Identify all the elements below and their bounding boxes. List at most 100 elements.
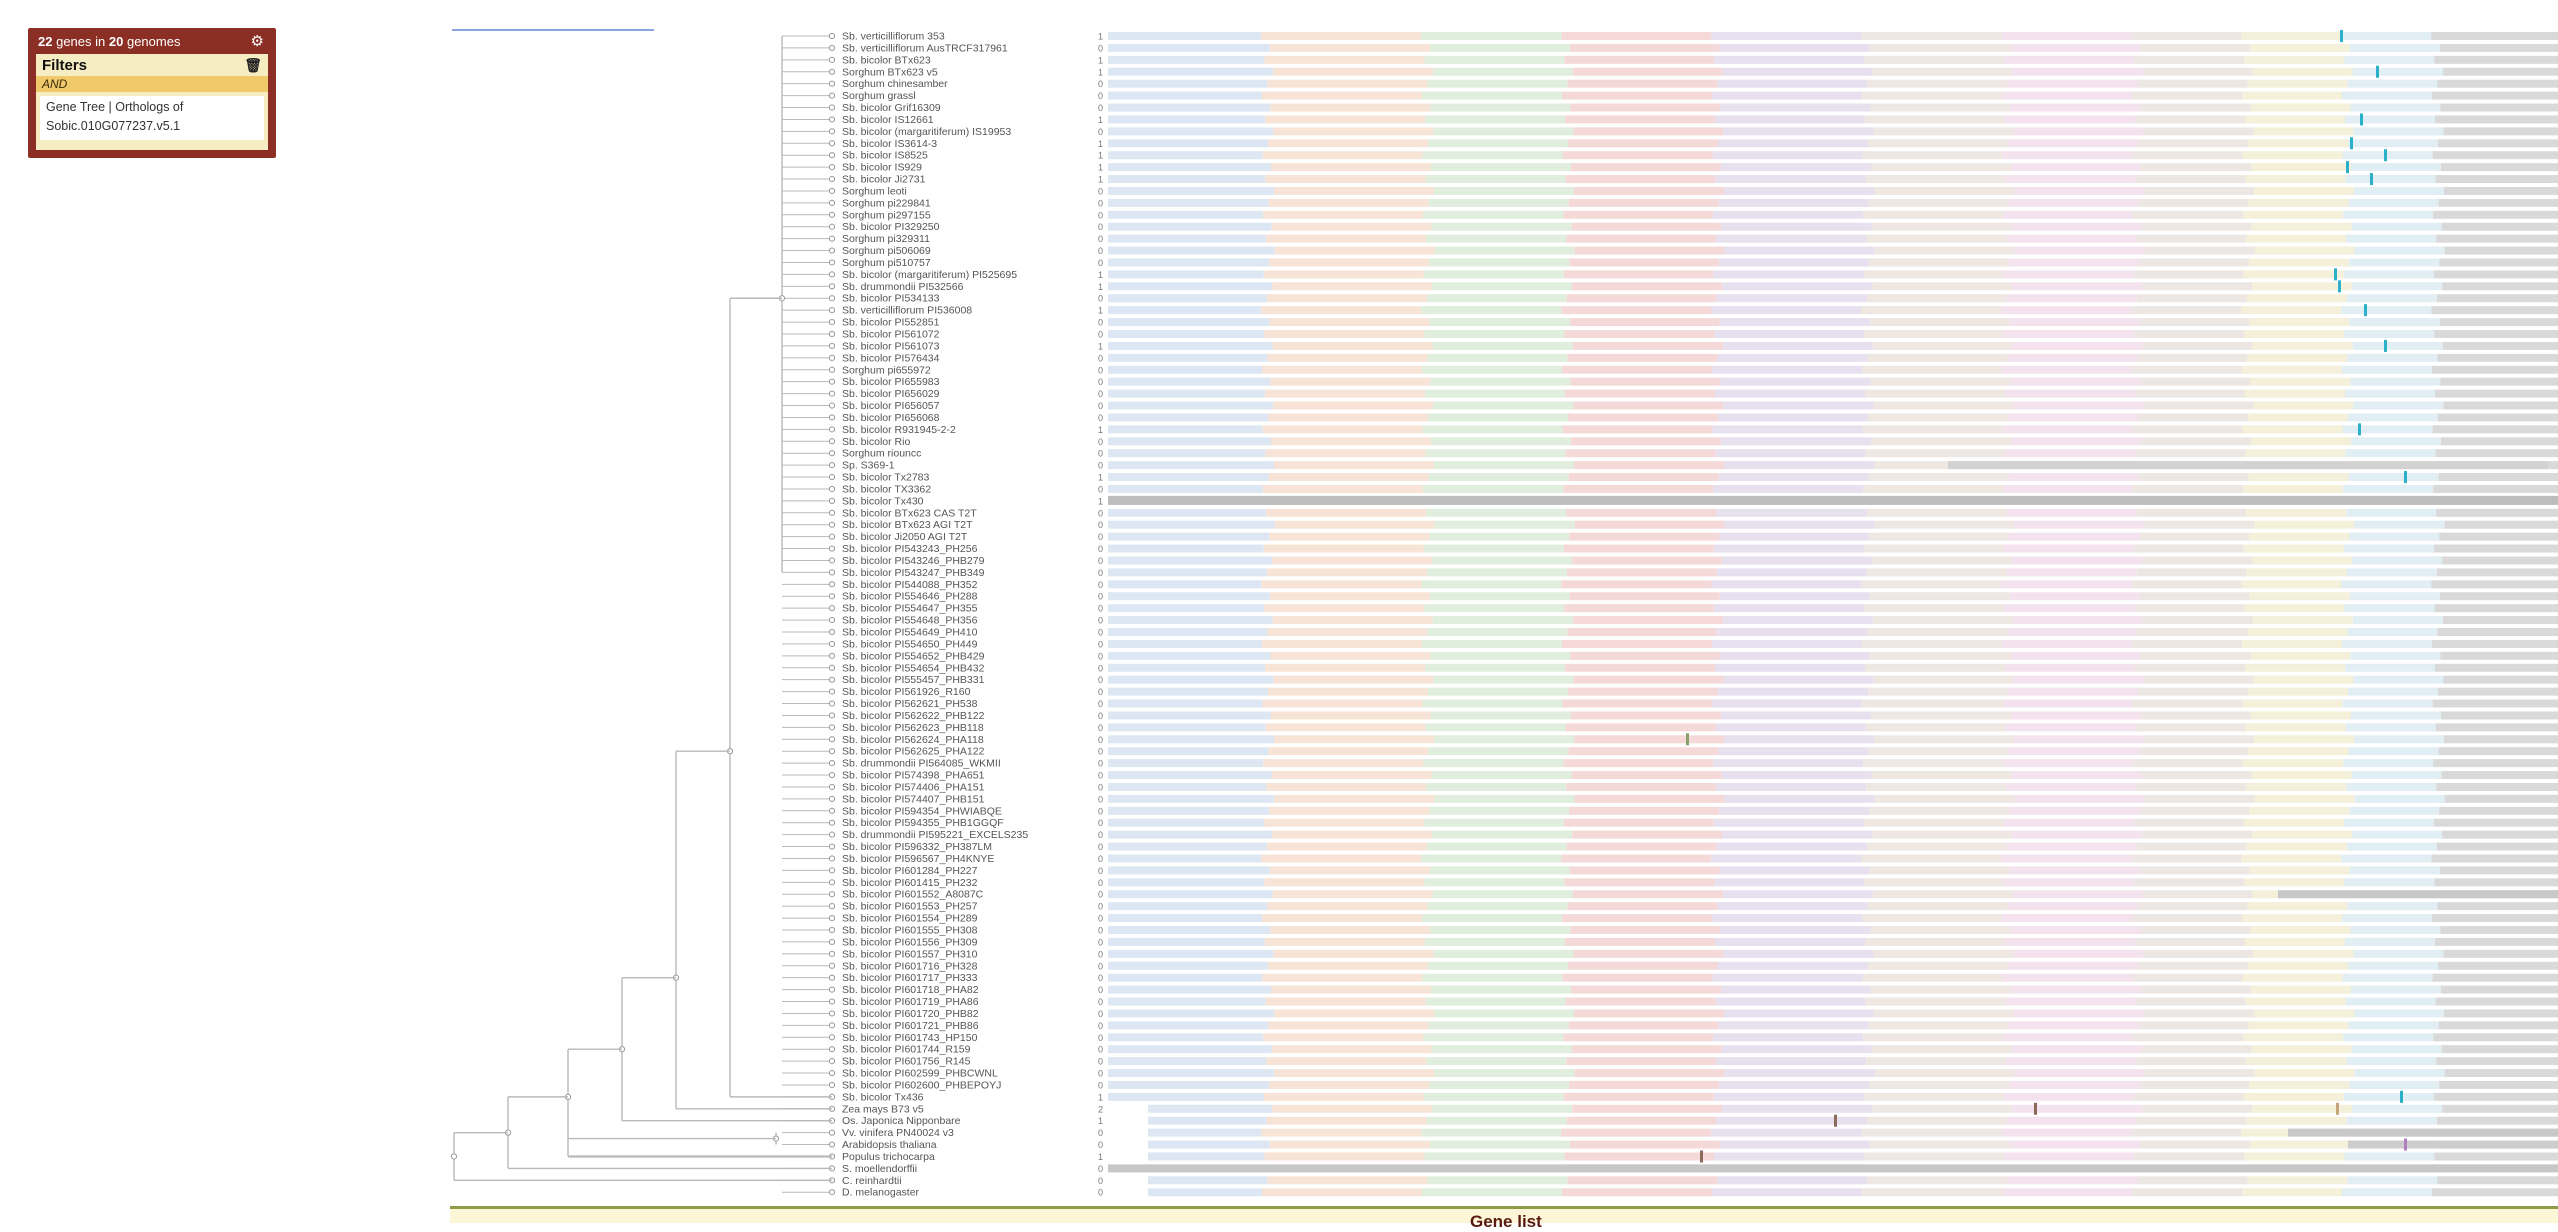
genome-label[interactable]: Sb. bicolor PI601556_PH309	[842, 936, 978, 948]
gene-segment[interactable]	[2013, 127, 2144, 136]
gene-segment[interactable]	[1869, 43, 2010, 52]
gene-segment[interactable]	[2353, 127, 2444, 136]
gene-segment[interactable]	[2002, 973, 2133, 982]
gene-segment[interactable]	[1719, 866, 1870, 875]
gene-segment[interactable]	[1717, 902, 1868, 911]
gene-segment[interactable]	[1269, 318, 1430, 327]
leaf-node[interactable]	[828, 688, 836, 695]
genome-label[interactable]: Sb. bicolor PI601719_PHA86	[842, 996, 979, 1008]
leaf-node[interactable]	[828, 509, 836, 516]
gene-segment[interactable]	[2349, 532, 2440, 541]
gene-segment[interactable]	[2135, 389, 2245, 398]
gene-segment[interactable]	[1566, 568, 1717, 577]
gene-segment[interactable]	[1862, 1188, 2002, 1197]
gene-segment[interactable]	[1265, 175, 1426, 184]
gene-segment[interactable]	[1864, 878, 2005, 887]
gene-segment[interactable]	[2138, 1021, 2249, 1030]
gene-segment[interactable]	[2008, 687, 2138, 696]
gene-segment[interactable]	[1867, 79, 2008, 88]
gene-segment[interactable]	[1724, 1069, 1875, 1078]
gene-segment[interactable]	[1108, 616, 1273, 625]
gene-segment[interactable]	[1568, 747, 1719, 756]
gene-segment[interactable]	[2254, 520, 2355, 529]
gene-segment[interactable]	[1711, 1128, 1862, 1137]
gene-segment[interactable]	[2432, 973, 2558, 982]
gene-segment[interactable]	[1574, 186, 1724, 195]
gene-segment[interactable]	[2011, 1045, 2142, 1054]
gene-segment[interactable]	[2439, 806, 2558, 815]
leaf-node[interactable]	[828, 950, 836, 957]
gene-segment[interactable]	[2349, 1080, 2440, 1089]
root-node[interactable]	[450, 1153, 458, 1160]
gene-segment[interactable]	[2436, 294, 2558, 303]
gene-segment[interactable]	[1566, 842, 1717, 851]
gene-segment[interactable]	[1422, 1188, 1562, 1197]
gene-segment[interactable]	[1262, 365, 1422, 374]
gene-segment[interactable]	[1871, 985, 2011, 994]
gene-segment[interactable]	[2005, 937, 2135, 946]
gene-segment[interactable]	[2138, 413, 2248, 422]
gene-segment[interactable]	[1874, 735, 2014, 744]
gene-segment[interactable]	[1271, 163, 1431, 172]
gene-segment[interactable]	[2012, 282, 2143, 291]
genome-label[interactable]: Sb. bicolor PI561073	[842, 340, 940, 352]
gene-segment[interactable]	[1108, 127, 1274, 136]
gene-segment[interactable]	[2012, 830, 2143, 839]
gene-segment[interactable]	[1869, 806, 2010, 815]
gene-segment[interactable]	[1718, 961, 1868, 970]
gene-segment[interactable]	[1712, 151, 1863, 160]
gene-segment[interactable]	[2009, 532, 2140, 541]
gene-segment[interactable]	[2139, 43, 2250, 52]
gene-segment[interactable]	[1108, 723, 1266, 732]
gene-segment[interactable]	[2248, 961, 2348, 970]
gene-segment[interactable]	[2248, 198, 2349, 207]
gene-segment[interactable]	[1434, 520, 1575, 529]
gene-segment[interactable]	[1272, 67, 1433, 76]
gene-segment[interactable]	[1561, 306, 1712, 315]
gene-segment[interactable]	[1571, 437, 1721, 446]
gene-segment[interactable]	[2346, 842, 2437, 851]
gene-segment[interactable]	[1864, 55, 2005, 64]
gene-segment[interactable]	[2007, 1176, 2138, 1185]
gene-segment[interactable]	[1717, 353, 1868, 362]
gene-segment[interactable]	[1566, 1116, 1717, 1125]
gene-segment[interactable]	[1426, 782, 1567, 791]
gene-segment[interactable]	[2341, 32, 2432, 40]
leaf-node[interactable]	[828, 545, 836, 552]
gene-segment[interactable]	[2245, 723, 2346, 732]
gene-segment[interactable]	[1724, 1009, 1874, 1018]
gene-segment[interactable]	[1715, 937, 1865, 946]
gene-segment[interactable]	[2249, 592, 2350, 601]
gene-segment[interactable]	[2134, 1152, 2245, 1161]
gene-marker[interactable]	[1700, 1150, 1703, 1163]
gene-segment[interactable]	[1108, 377, 1271, 386]
gene-segment[interactable]	[2014, 186, 2144, 195]
gene-segment[interactable]	[2141, 222, 2252, 231]
gene-segment[interactable]	[1261, 1128, 1422, 1137]
gene-marker[interactable]	[2034, 1102, 2037, 1115]
gene-segment[interactable]	[1108, 1009, 1274, 1018]
gene-segment[interactable]	[1870, 926, 2011, 934]
gene-segment[interactable]	[2246, 568, 2347, 577]
leaf-node[interactable]	[828, 152, 836, 159]
gene-segment[interactable]	[2004, 878, 2135, 887]
leaf-node[interactable]	[828, 426, 836, 433]
leaf-node[interactable]	[828, 795, 836, 802]
gene-segment[interactable]	[1108, 210, 1264, 219]
gene-segment[interactable]	[2132, 91, 2242, 100]
gene-segment[interactable]	[2432, 1188, 2558, 1197]
gene-marker[interactable]	[2384, 339, 2387, 352]
gene-segment[interactable]	[1274, 461, 1434, 470]
gene-segment[interactable]	[1271, 1045, 1432, 1054]
gene-segment[interactable]	[1866, 568, 2007, 577]
gene-segment[interactable]	[2142, 341, 2253, 350]
genome-label[interactable]: Populus trichocarpa	[842, 1151, 935, 1163]
gene-segment[interactable]	[1862, 91, 2002, 100]
gene-segment[interactable]	[1871, 163, 2011, 172]
gene-segment[interactable]	[1269, 258, 1430, 267]
gene-segment[interactable]	[1866, 234, 2007, 243]
leaf-node[interactable]	[828, 283, 836, 290]
gene-segment[interactable]	[1428, 747, 1569, 756]
gene-segment[interactable]	[1108, 914, 1262, 923]
gene-segment[interactable]	[1271, 985, 1431, 994]
